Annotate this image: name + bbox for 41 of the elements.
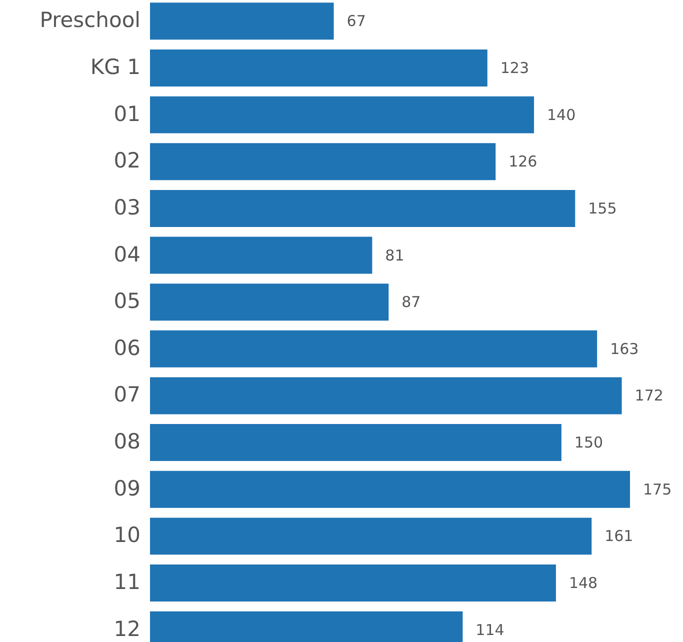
y-tick-label: 08 xyxy=(114,430,140,454)
bar xyxy=(150,518,592,555)
data-label: 123 xyxy=(500,58,530,77)
bar xyxy=(150,284,389,321)
bar xyxy=(150,96,534,134)
data-label: 163 xyxy=(610,340,639,358)
bar xyxy=(150,330,598,368)
y-tick-label: 09 xyxy=(114,476,140,500)
data-label: 155 xyxy=(588,199,617,218)
y-tick-label: 07 xyxy=(114,382,140,407)
y-tick-label: Preschool xyxy=(40,8,140,32)
y-tick-label: KG 1 xyxy=(90,54,140,79)
data-label: 81 xyxy=(385,246,404,264)
y-tick-label: 06 xyxy=(114,336,140,360)
y-tick-label: 03 xyxy=(114,195,140,220)
bar xyxy=(150,377,622,414)
y-tick-label: 01 xyxy=(114,102,140,126)
bar xyxy=(150,564,556,602)
y-tick-label: 05 xyxy=(114,289,140,314)
data-label: 67 xyxy=(346,12,366,30)
data-label: 148 xyxy=(568,574,598,592)
data-label: 161 xyxy=(604,527,634,546)
bar xyxy=(150,143,496,180)
y-tick-label: 02 xyxy=(114,148,140,173)
data-label: 172 xyxy=(634,386,664,405)
bar xyxy=(150,236,372,274)
y-tick-label: 10 xyxy=(114,523,140,548)
data-label: 150 xyxy=(574,434,604,452)
bar xyxy=(150,470,630,508)
bar xyxy=(150,190,576,227)
data-label: 114 xyxy=(476,620,504,639)
data-label: 175 xyxy=(643,480,672,498)
bar xyxy=(150,2,334,40)
y-tick-label: 12 xyxy=(114,616,140,641)
bar xyxy=(150,424,562,462)
data-label: 87 xyxy=(402,293,421,312)
data-label: 140 xyxy=(547,106,576,124)
y-tick-label: 11 xyxy=(114,570,140,594)
data-label: 126 xyxy=(508,152,538,171)
y-tick-label: 04 xyxy=(114,242,140,266)
bar xyxy=(150,50,488,86)
